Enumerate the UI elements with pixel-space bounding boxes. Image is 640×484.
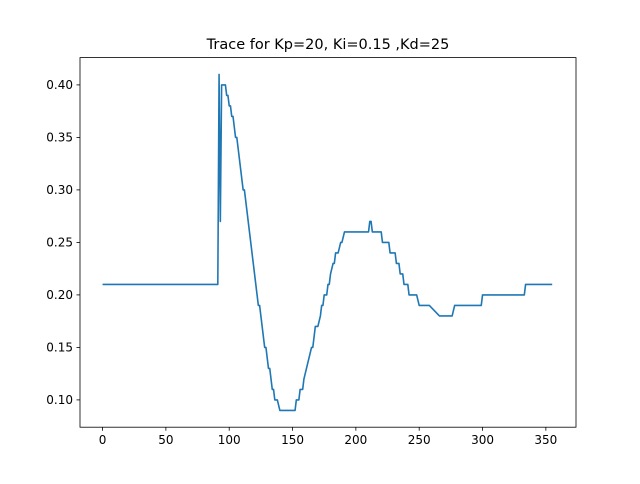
x-tick-label: 200 [344, 433, 367, 447]
x-tick-label: 300 [471, 433, 494, 447]
y-tick-label: 0.10 [46, 393, 73, 407]
x-tick-label: 350 [534, 433, 557, 447]
x-tick-label: 150 [281, 433, 304, 447]
y-tick-label: 0.25 [46, 235, 73, 249]
chart-title: Trace for Kp=20, Ki=0.15 ,Kd=25 [206, 37, 450, 53]
x-tick-label: 0 [99, 433, 107, 447]
series-layer [102, 73, 553, 412]
y-axis: 0.10 0.15 0.20 0.25 0.30 0.35 0.40 [46, 78, 80, 407]
y-tick-label: 0.20 [46, 288, 73, 302]
x-tick-label: 100 [218, 433, 241, 447]
y-tick-label: 0.30 [46, 183, 73, 197]
x-tick-label: 250 [408, 433, 431, 447]
series-line-0 [102, 73, 553, 412]
x-axis: 0 50 100 150 200 250 300 350 [99, 427, 557, 447]
y-tick-label: 0.35 [46, 130, 73, 144]
x-tick-label: 50 [158, 433, 173, 447]
y-tick-label: 0.40 [46, 78, 73, 92]
y-tick-label: 0.15 [46, 340, 73, 354]
